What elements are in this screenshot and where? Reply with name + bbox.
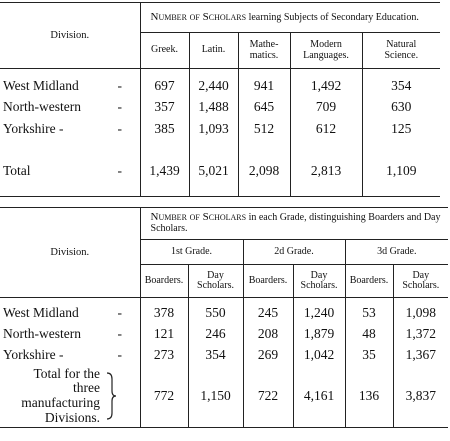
cell-value: 1,240 — [292, 297, 346, 324]
row: Greek. Latin. Mathe- matics. Modern Languag… — [0, 32, 441, 69]
subcolumn-header: Day Scholars. — [392, 264, 449, 298]
division-header: Division. — [0, 207, 141, 298]
cell-value: 550 — [187, 297, 244, 324]
row: North-western -121 246 208 1,879 48 1,372 — [0, 323, 449, 345]
row: Total -1,439 5,021 2,098 2,813 1,109 — [0, 140, 441, 197]
group-header-caps: Number of Scholars — [150, 10, 247, 23]
cell-value: 1,367 — [392, 344, 449, 366]
cell-value: 48 — [344, 323, 394, 345]
cell-value: 722 — [242, 365, 294, 428]
column-header: Modern Languages. — [289, 32, 363, 69]
cell-value: 512 — [237, 118, 291, 141]
cell-value: 5,021 — [188, 140, 239, 197]
row: Division. Number of Scholars learning Sub… — [0, 2, 441, 69]
cell-value: 1,109 — [361, 140, 441, 197]
cell-value: 136 — [344, 365, 394, 428]
row: Total for the three manufacturing Divisi… — [0, 365, 449, 428]
row: West Midland -378 550 245 1,240 53 1,098 — [0, 297, 449, 324]
cell-value: 125 — [361, 118, 441, 141]
cell-value: 1,488 — [188, 96, 239, 119]
group-header-rest: in each Grade, distinguishing Boarders a… — [150, 212, 441, 235]
total-label: Total for the three manufacturing Divisi… — [21, 365, 100, 426]
cell-value: 709 — [289, 96, 363, 119]
cell-value: 53 — [344, 297, 394, 324]
cell-value: 354 — [361, 68, 441, 97]
cell-value: 357 — [139, 96, 190, 119]
cell-value: 1,093 — [188, 118, 239, 141]
cell-value: 645 — [237, 96, 291, 119]
row-dash: - — [117, 163, 123, 179]
group-header-rest: learning Subjects of Secondary Education… — [248, 11, 419, 23]
subcolumn-header: Day Scholars. — [187, 264, 244, 298]
cell-value: 269 — [242, 344, 294, 366]
cell-value: 121 — [139, 323, 189, 345]
cell-value: 2,098 — [237, 140, 291, 197]
row-label: Yorkshire - — [3, 346, 64, 362]
cell-value: 3,837 — [392, 365, 449, 428]
grade-header: 1st Grade. — [139, 239, 244, 265]
cell-value: 246 — [187, 323, 244, 345]
cell-value: 385 — [139, 118, 190, 141]
column-header: Mathe- matics. — [237, 32, 291, 69]
cell-value: 1,150 — [187, 365, 244, 428]
row: Yorkshire - -385 1,093 512 612 125 — [0, 118, 441, 141]
cell-value: 772 — [139, 365, 189, 428]
cell-value: 354 — [187, 344, 244, 366]
cell-value: 1,492 — [289, 68, 363, 97]
cell-value: 941 — [237, 68, 291, 97]
cell-value: 378 — [139, 297, 189, 324]
row-dash: - — [117, 346, 123, 362]
row-label: West Midland — [3, 305, 79, 321]
row: North-western -357 1,488 645 709 630 — [0, 96, 441, 119]
row-label: Yorkshire - — [3, 121, 64, 137]
subcolumn-header: Day Scholars. — [292, 264, 346, 298]
row-dash: - — [117, 77, 123, 93]
cell-value: 35 — [344, 344, 394, 366]
secondary-subjects-table: Division. Number of Scholars learning Sub… — [0, 2, 441, 197]
row-label: West Midland — [3, 77, 79, 93]
column-header: Natural Science. — [361, 32, 441, 69]
group-header: Number of Scholars learning Subjects of … — [139, 2, 441, 33]
cell-value: 1,879 — [292, 323, 346, 345]
subcolumn-header: Boarders. — [139, 264, 189, 298]
cell-value: 4,161 — [292, 365, 346, 428]
cell-value: 697 — [139, 68, 190, 97]
row-label: North-western — [3, 99, 81, 115]
cell-value: 1,098 — [392, 297, 449, 324]
row: Boarders. Day Scholars. Boarders. Day Schol… — [0, 264, 449, 298]
row: 1st Grade. 2d Grade. 3d Grade. — [0, 239, 449, 265]
row-dash: - — [117, 325, 123, 341]
column-header: Latin. — [188, 32, 239, 69]
grades-table: Division. Number of Scholars in each Grad… — [0, 207, 449, 428]
cell-value: 1,042 — [292, 344, 346, 366]
column-header: Greek. — [139, 32, 190, 69]
cell-value: 273 — [139, 344, 189, 366]
group-header: Number of Scholars in each Grade, distin… — [139, 207, 449, 240]
row-dash: - — [117, 99, 123, 115]
cell-value: 1,372 — [392, 323, 449, 345]
group-header-caps: Number of Scholars — [150, 211, 247, 224]
row: Division. Number of Scholars in each Grad… — [0, 207, 449, 298]
cell-value: 245 — [242, 297, 294, 324]
row: West Midland -697 2,440 941 1,492 354 — [0, 68, 441, 97]
brace-cell — [100, 366, 140, 428]
row: Yorkshire - -273 354 269 1,042 35 1,367 — [0, 344, 449, 366]
cell-value: 1,439 — [139, 140, 190, 197]
cell-value: 612 — [289, 118, 363, 141]
division-header: Division. — [0, 2, 141, 69]
cell-value: 2,813 — [289, 140, 363, 197]
cell-value: 630 — [361, 96, 441, 119]
row-label: Total — [3, 163, 31, 179]
subcolumn-header: Boarders. — [344, 264, 394, 298]
subcolumn-header: Boarders. — [242, 264, 294, 298]
row-dash: - — [117, 305, 123, 321]
grade-header: 3d Grade. — [344, 239, 449, 265]
cell-value: 2,440 — [188, 68, 239, 97]
cell-value: 208 — [242, 323, 294, 345]
grade-header: 2d Grade. — [242, 239, 346, 265]
row-label: North-western — [3, 325, 81, 341]
row-dash: - — [117, 121, 123, 137]
brace — [106, 372, 117, 420]
